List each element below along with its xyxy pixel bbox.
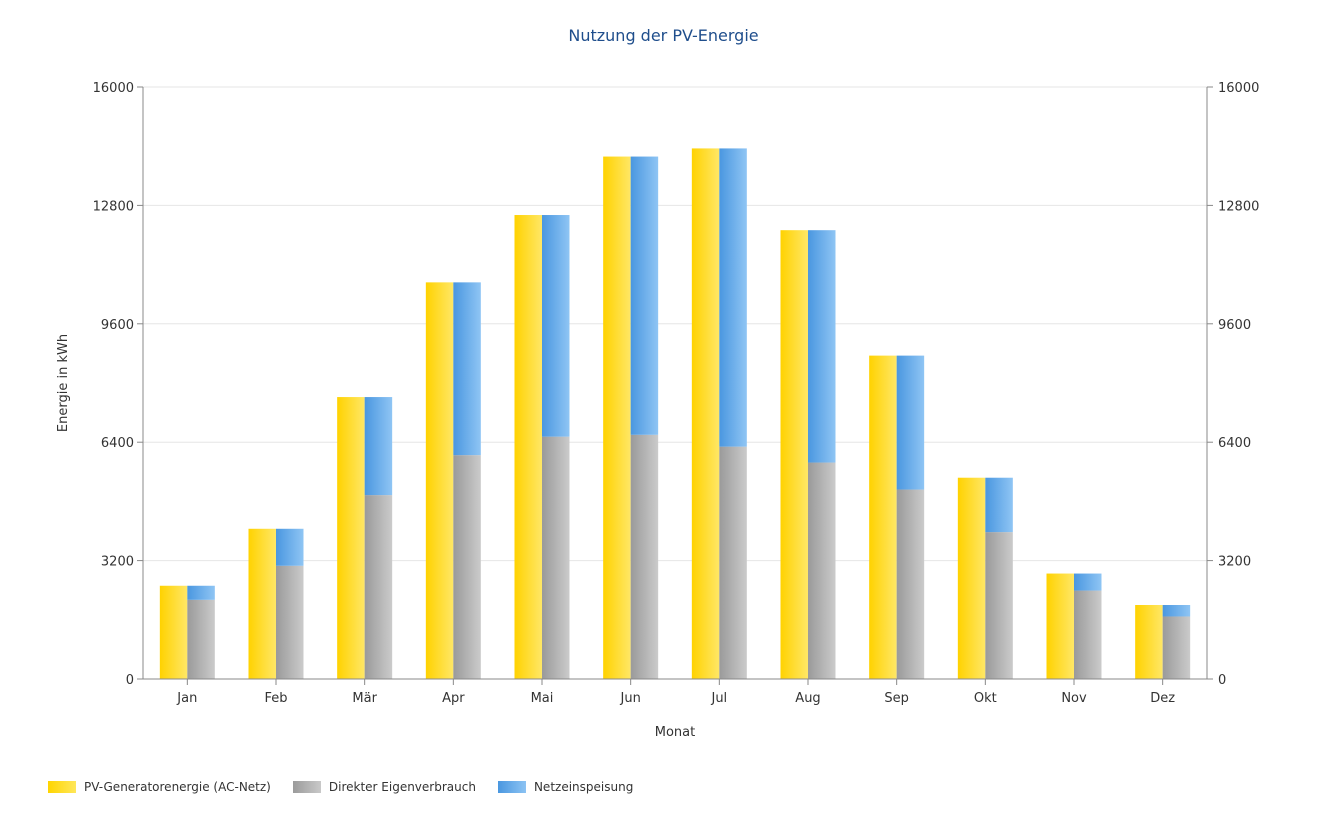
bar-self-consumption-7 — [808, 462, 836, 679]
bar-grid-feed-in-8 — [896, 355, 925, 490]
bar-generator-3 — [425, 282, 454, 679]
y-tick-label-left-5: 16000 — [93, 81, 134, 96]
bar-grid-feed-in-9 — [985, 477, 1013, 533]
bar-self-consumption-2 — [364, 495, 393, 679]
bar-self-consumption-6 — [719, 446, 747, 679]
legend: PV-Generatorenergie (AC-Netz) Direkter E… — [48, 778, 655, 796]
y-tick-label-right-1: 3200 — [1218, 555, 1251, 570]
axis-layer: 0 0 3200 3200 6400 6400 9600 9600 12800 12800 1600… — [56, 81, 1259, 740]
legend-label-generator: PV-Generatorenergie (AC-Netz) — [84, 780, 271, 794]
y-tick-label-right-3: 9600 — [1218, 318, 1251, 333]
bar-generator-10 — [1046, 573, 1074, 679]
x-tick-label-3: Apr — [442, 691, 465, 706]
bar-generator-9 — [957, 477, 986, 679]
x-tick-label-0: Jan — [176, 691, 197, 706]
bar-generator-11 — [1135, 605, 1163, 679]
bar-grid-feed-in-6 — [719, 148, 747, 447]
bar-self-consumption-5 — [630, 434, 659, 679]
legend-swatch-grid-feed-in — [497, 781, 526, 793]
x-tick-label-2: Mär — [352, 691, 377, 706]
y-tick-label-left-3: 9600 — [101, 318, 134, 333]
bar-grid-feed-in-11 — [1162, 605, 1191, 617]
y-tick-label-left-1: 3200 — [101, 555, 134, 570]
legend-item-grid-feed-in[interactable]: Netzeinspeisung — [497, 780, 634, 794]
x-tick-label-1: Feb — [264, 691, 287, 706]
bar-grid-feed-in-7 — [808, 230, 836, 463]
bar-grid-feed-in-3 — [453, 282, 481, 456]
legend-swatch-generator — [48, 781, 76, 793]
bar-generator-4 — [514, 215, 542, 679]
x-tick-label-5: Jun — [620, 691, 641, 706]
bar-generator-0 — [159, 585, 188, 679]
bar-self-consumption-1 — [276, 565, 304, 679]
x-tick-label-10: Nov — [1061, 691, 1087, 706]
bar-layer — [159, 148, 1191, 680]
x-tick-label-4: Mai — [531, 691, 554, 706]
x-tick-label-8: Sep — [884, 691, 909, 706]
bar-grid-feed-in-4 — [542, 215, 570, 437]
bar-self-consumption-0 — [187, 599, 215, 679]
y-tick-label-left-4: 12800 — [93, 199, 134, 214]
y-tick-label-left-0: 0 — [126, 673, 134, 688]
bar-self-consumption-11 — [1162, 616, 1191, 679]
legend-label-self-consumption: Direkter Eigenverbrauch — [328, 780, 476, 794]
bar-grid-feed-in-10 — [1074, 573, 1102, 591]
legend-label-grid-feed-in: Netzeinspeisung — [533, 780, 634, 794]
legend-item-generator[interactable]: PV-Generatorenergie (AC-Netz) — [48, 780, 271, 794]
y-tick-label-right-2: 6400 — [1218, 436, 1251, 451]
bar-generator-8 — [869, 355, 897, 679]
y-tick-label-right-5: 16000 — [1218, 81, 1259, 96]
y-tick-label-right-0: 0 — [1218, 673, 1226, 688]
x-tick-label-7: Aug — [795, 691, 820, 706]
bar-self-consumption-9 — [985, 532, 1013, 679]
bar-generator-2 — [337, 397, 365, 679]
bar-generator-5 — [603, 156, 631, 679]
bar-generator-6 — [691, 148, 720, 680]
x-tick-label-9: Okt — [974, 691, 997, 706]
grid-layer — [143, 86, 1207, 562]
bar-grid-feed-in-5 — [630, 156, 659, 435]
bar-self-consumption-8 — [896, 489, 925, 679]
bar-grid-feed-in-2 — [364, 397, 393, 496]
bar-self-consumption-4 — [542, 436, 570, 679]
x-axis-title: Monat — [655, 725, 695, 740]
bar-generator-7 — [780, 230, 808, 679]
bar-grid-feed-in-0 — [187, 585, 215, 600]
legend-item-self-consumption[interactable]: Direkter Eigenverbrauch — [292, 780, 476, 794]
x-tick-label-6: Jul — [710, 691, 727, 706]
bar-self-consumption-3 — [453, 455, 481, 679]
x-tick-label-11: Dez — [1150, 691, 1175, 706]
bar-grid-feed-in-1 — [276, 528, 304, 566]
chart-title: Nutzung der PV-Energie — [568, 26, 759, 45]
y-tick-label-right-4: 12800 — [1218, 199, 1259, 214]
bar-generator-1 — [248, 528, 276, 679]
y-tick-label-left-2: 6400 — [101, 436, 134, 451]
y-axis-title: Energie in kWh — [56, 334, 71, 432]
bar-self-consumption-10 — [1074, 590, 1102, 679]
legend-swatch-self-consumption — [292, 781, 321, 793]
